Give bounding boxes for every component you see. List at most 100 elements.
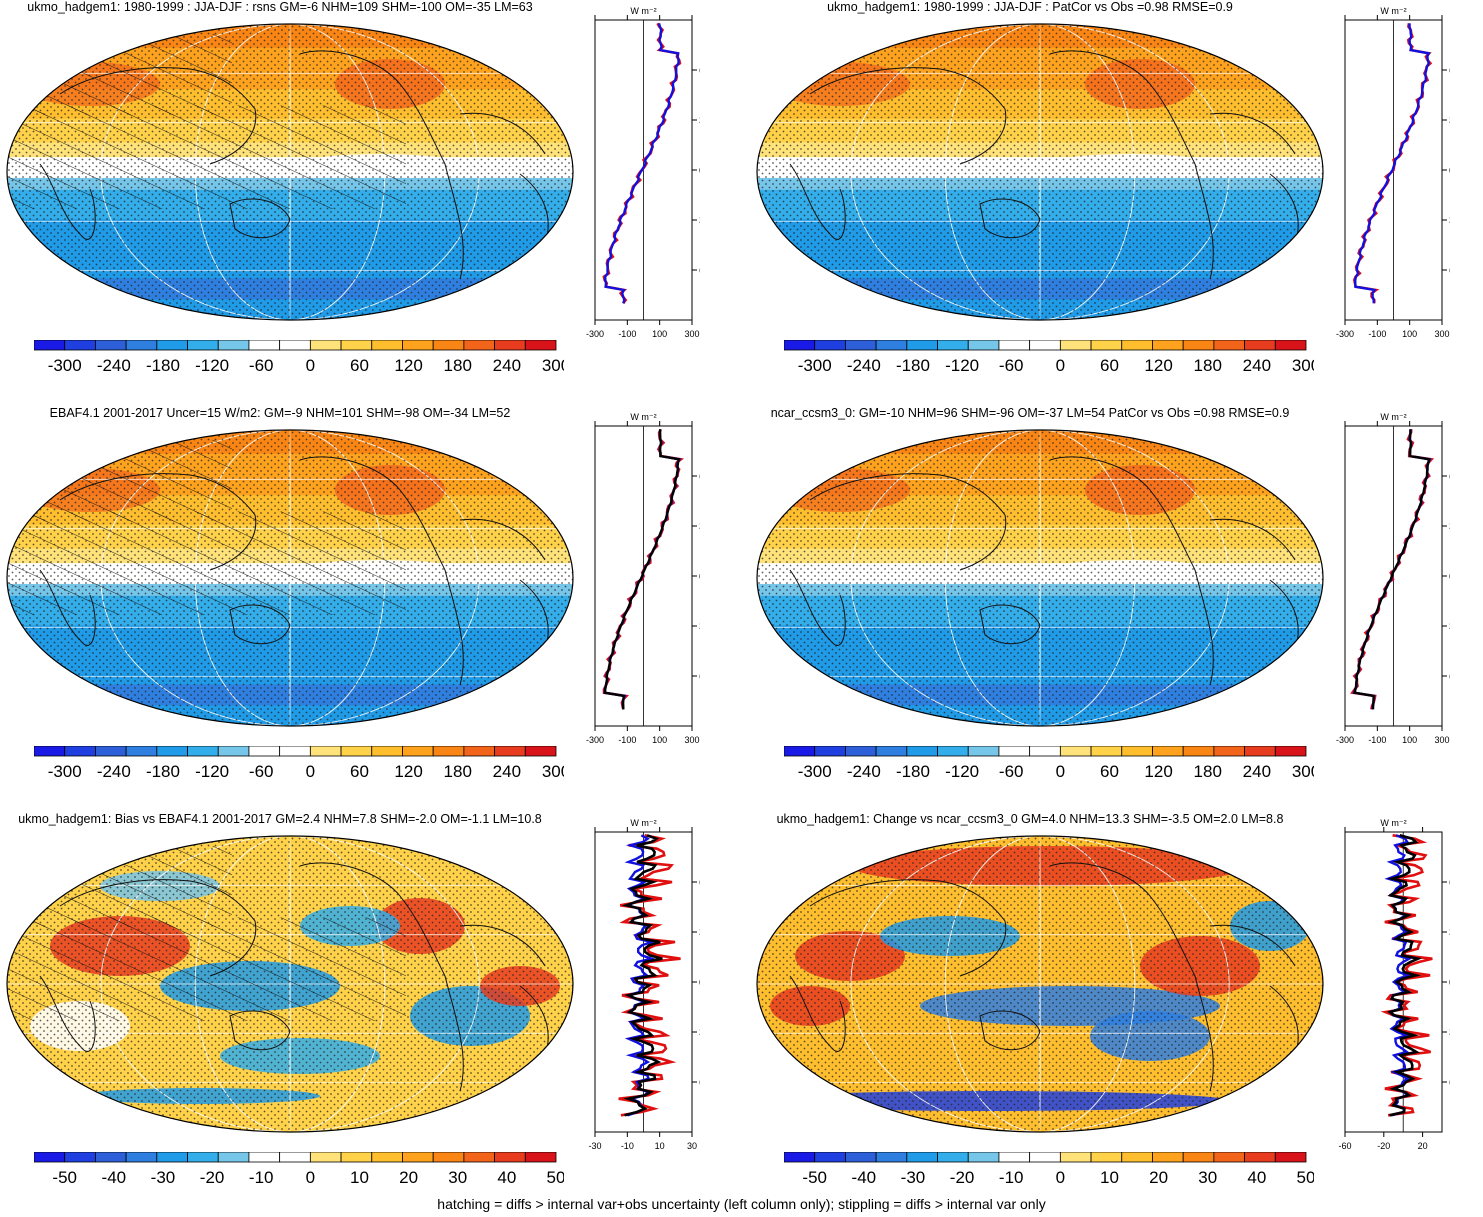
zonal-x-tick-label: 100 — [652, 735, 667, 745]
zonal-lat-label: 60S — [1449, 1077, 1450, 1089]
colorbar-swatch — [1244, 1152, 1276, 1163]
zonal-lat-label: 30S — [699, 1027, 700, 1039]
colorbar-tick-label: 40 — [1247, 1168, 1266, 1187]
colorbar-tick-label: 240 — [1243, 356, 1271, 375]
world-map — [6, 23, 574, 321]
colorbar: -300 -240 -180 -120 -60 0 60 120 180 240 300 — [784, 340, 1314, 375]
colorbar-tick-label: -50 — [52, 1168, 77, 1187]
zonal-lat-label: 30S — [1449, 215, 1450, 227]
zonal-x-tick-label: -100 — [1368, 735, 1386, 745]
colorbar-swatch — [340, 340, 373, 351]
zonal-x-tick-label: -20 — [1377, 1141, 1390, 1151]
zonal-profile-line — [621, 834, 663, 1117]
zonal-lat-label: 60N — [1449, 471, 1450, 483]
colorbar-tick-label: -30 — [151, 1168, 176, 1187]
colorbar-swatch — [1029, 340, 1061, 351]
colorbar-tick-label: 300 — [542, 356, 564, 375]
colorbar-tick-label: 60 — [350, 356, 369, 375]
zonal-x-tick-label: -100 — [618, 329, 636, 339]
zonal-lat-label: 60N — [699, 65, 700, 77]
colorbar-tick-label: -240 — [847, 356, 881, 375]
colorbar-swatch — [1244, 340, 1276, 351]
colorbar-swatch — [371, 340, 403, 351]
zonal-unit-label: W m⁻² — [630, 6, 656, 16]
colorbar-swatch — [1152, 746, 1184, 757]
colorbar-swatch — [95, 746, 127, 757]
zonal-x-tick-label: 300 — [684, 735, 699, 745]
colorbar-swatch — [1090, 340, 1123, 351]
colorbar-tick-label: 0 — [306, 356, 315, 375]
colorbar-tick-label: 50 — [547, 1168, 564, 1187]
colorbar-tick-label: -10 — [249, 1168, 274, 1187]
colorbar-swatch — [784, 746, 816, 757]
zonal-lat-label: 30N — [699, 521, 700, 533]
zonal-lat-label: 60S — [699, 265, 700, 277]
colorbar-tick-label: 30 — [1198, 1168, 1217, 1187]
panel-title: EBAF4.1 2001-2017 Uncer=15 W/m2: GM=-9 N… — [49, 406, 511, 420]
zonal-lat-label: 30N — [699, 115, 700, 127]
zonal-x-tick-label: -30 — [588, 1141, 601, 1151]
colorbar-swatch — [494, 340, 526, 351]
colorbar-tick-label: 10 — [350, 1168, 369, 1187]
colorbar-swatch — [402, 1152, 434, 1163]
zonal-lat-label: 30N — [699, 927, 700, 939]
zonal-lat-label: 60S — [699, 671, 700, 683]
map-panel-p6: ukmo_hadgem1: Change vs ncar_ccsm3_0 GM=… — [750, 812, 1483, 1217]
colorbar-swatch — [156, 340, 188, 351]
zonal-unit-label: W m⁻² — [1380, 412, 1406, 422]
colorbar-tick-label: 180 — [1194, 762, 1222, 781]
colorbar-tick-label: -180 — [146, 762, 180, 781]
colorbar-tick-label: 180 — [444, 762, 472, 781]
colorbar-tick-label: -60 — [999, 762, 1024, 781]
zonal-x-tick-label: 100 — [652, 329, 667, 339]
colorbar-tick-label: 20 — [399, 1168, 418, 1187]
zonal-lat-label: 30N — [1449, 115, 1450, 127]
panel-title: ukmo_hadgem1: 1980-1999 : JJA-DJF : rsns… — [27, 0, 533, 14]
colorbar-swatch — [1274, 340, 1307, 351]
panel-title: ukmo_hadgem1: 1980-1999 : JJA-DJF : PatC… — [827, 0, 1233, 14]
zonal-profile-line — [1384, 834, 1413, 1117]
zonal-mean-plot: W m⁻² 60N 30N 0 30S 60S -30 -10 10 30 — [588, 818, 700, 1151]
colorbar-swatch — [998, 746, 1031, 757]
colorbar-tick-label: -50 — [802, 1168, 827, 1187]
colorbar-swatch — [967, 1152, 1000, 1163]
colorbar-tick-label: -300 — [798, 762, 832, 781]
colorbar-tick-label: 300 — [1292, 356, 1314, 375]
colorbar-swatch — [371, 746, 403, 757]
zonal-unit-label: W m⁻² — [1380, 6, 1406, 16]
colorbar-swatch — [937, 340, 969, 351]
zonal-profile-line — [602, 428, 685, 710]
zonal-lat-label: 30S — [1449, 621, 1450, 633]
colorbar-swatch — [1182, 340, 1215, 351]
colorbar-swatch — [279, 1152, 311, 1163]
colorbar-swatch — [1152, 340, 1184, 351]
colorbar-swatch — [906, 1152, 938, 1163]
colorbar-swatch — [279, 340, 311, 351]
zonal-unit-label: W m⁻² — [1380, 818, 1406, 828]
zonal-lat-label: 60N — [1449, 65, 1450, 77]
colorbar-swatch — [371, 1152, 403, 1163]
colorbar-swatch — [1213, 340, 1245, 351]
colorbar-swatch — [34, 1152, 66, 1163]
colorbar-swatch — [845, 1152, 877, 1163]
panel-title: ukmo_hadgem1: Change vs ncar_ccsm3_0 GM=… — [776, 812, 1284, 826]
colorbar-swatch — [1121, 1152, 1153, 1163]
colorbar-swatch — [64, 1152, 96, 1163]
zonal-x-tick-label: -300 — [586, 329, 604, 339]
colorbar-tick-label: 10 — [1100, 1168, 1119, 1187]
zonal-profile-line — [603, 22, 680, 304]
zonal-mean-plot: W m⁻² 60N 30N 0 30S 60S -300 -100 100 300 — [1336, 6, 1450, 339]
world-map — [756, 835, 1324, 1133]
zonal-x-tick-label: -100 — [1368, 329, 1386, 339]
zonal-lat-label: 0 — [1449, 977, 1450, 989]
zonal-x-tick-label: 300 — [1434, 735, 1449, 745]
colorbar-tick-label: -120 — [945, 762, 979, 781]
colorbar-tick-label: -30 — [901, 1168, 926, 1187]
colorbar-swatch — [432, 1152, 465, 1163]
colorbar-swatch — [814, 340, 846, 351]
zonal-lat-label: 30S — [699, 215, 700, 227]
colorbar-tick-label: 300 — [542, 762, 564, 781]
zonal-x-tick-label: 100 — [1402, 329, 1417, 339]
colorbar-tick-label: 40 — [497, 1168, 516, 1187]
colorbar-swatch — [217, 340, 250, 351]
